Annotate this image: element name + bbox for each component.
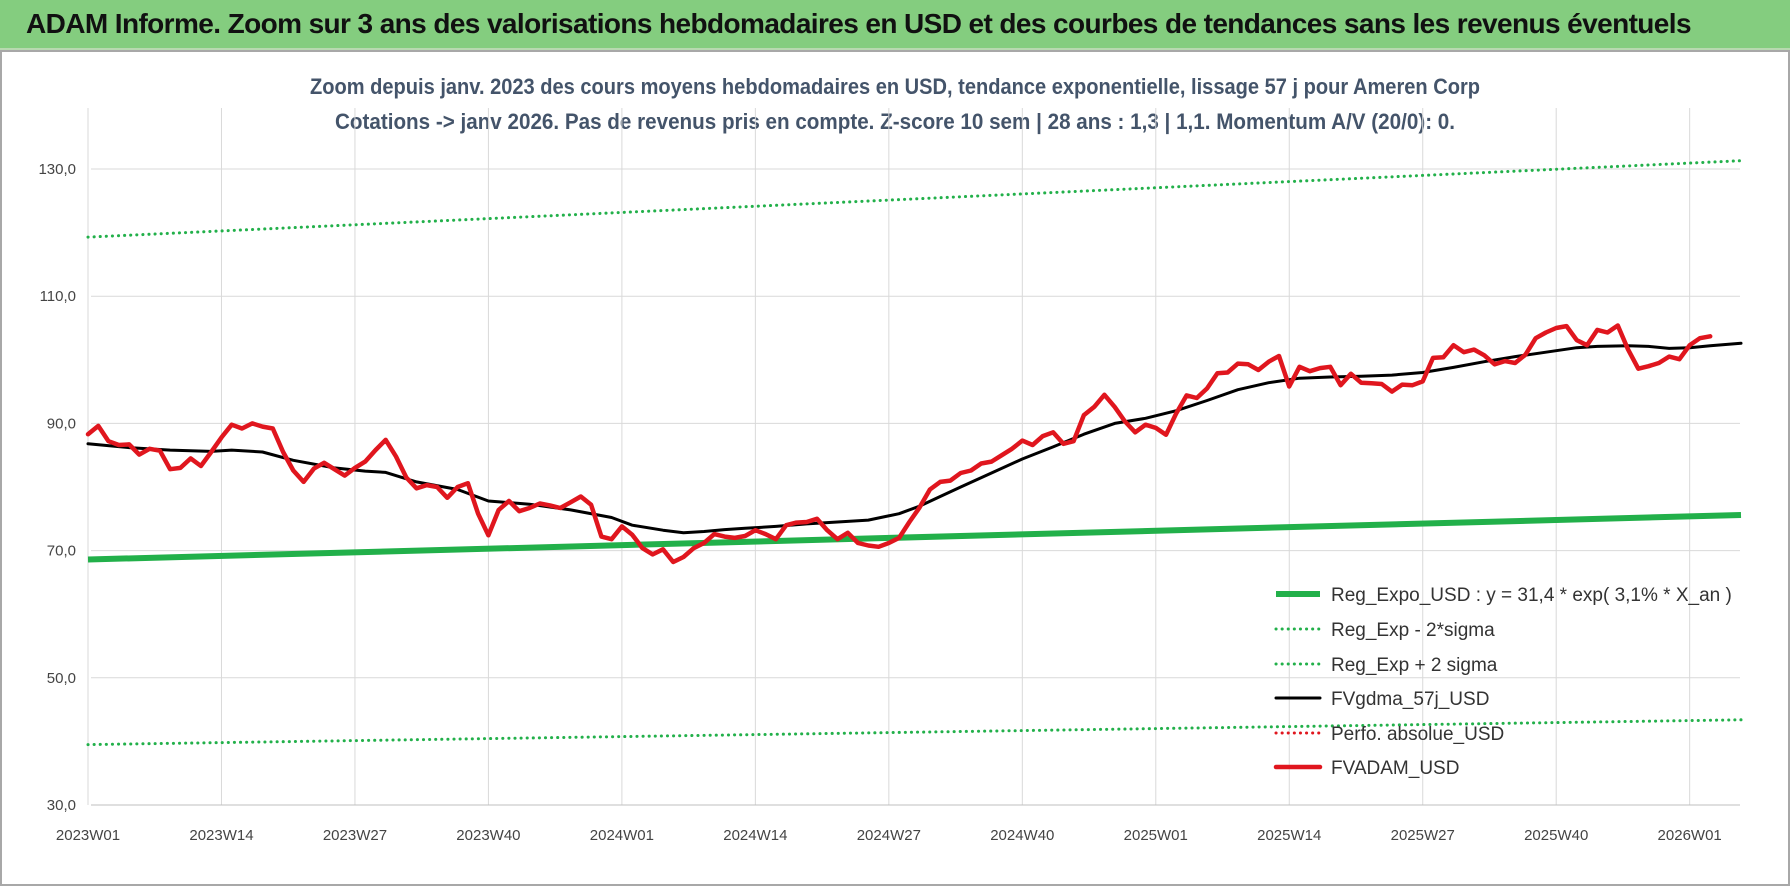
y-axis: 30,0 50,0 70,0 90,0 110,0 130,0	[38, 161, 76, 814]
series-line-adam	[85, 323, 1713, 565]
x-tick-label: 2024W01	[590, 827, 654, 844]
y-tick-label: 130,0	[38, 161, 76, 178]
x-tick-label: 2025W27	[1391, 827, 1455, 844]
x-tick-label: 2025W14	[1257, 827, 1321, 844]
legend-label-high: Reg_Exp + 2 sigma	[1331, 655, 1498, 676]
y-tick-label: 70,0	[47, 543, 76, 560]
series-line-fv	[86, 341, 1743, 535]
series-line-high	[86, 159, 1743, 239]
chart-title: Zoom depuis janv. 2023 des cours moyens …	[310, 74, 1480, 99]
y-tick-label: 30,0	[47, 797, 76, 814]
x-tick-label: 2024W14	[723, 827, 787, 844]
legend-label-perf: Perfo. absolue_USD	[1331, 724, 1504, 745]
x-tick-label: 2025W01	[1124, 827, 1188, 844]
y-tick-label: 50,0	[47, 670, 76, 687]
chart-grid	[87, 108, 1740, 806]
chart-series	[85, 159, 1743, 747]
report-banner-title: ADAM Informe. Zoom sur 3 ans des valoris…	[26, 8, 1692, 39]
y-tick-label: 90,0	[47, 415, 76, 432]
x-tick-label: 2023W27	[323, 827, 387, 844]
chart-subtitle: Cotations -> janv 2026. Pas de revenus p…	[335, 109, 1455, 134]
chart-legend: Reg_Expo_USD : y = 31,4 * exp( 3,1% * X_…	[1273, 585, 1732, 779]
series-line-low	[86, 718, 1743, 747]
x-tick-label: 2023W01	[56, 827, 120, 844]
x-tick-label: 2023W14	[189, 827, 253, 844]
report-banner: ADAM Informe. Zoom sur 3 ans des valoris…	[0, 0, 1790, 50]
legend-label-adam: FVADAM_USD	[1331, 758, 1459, 779]
x-tick-label: 2024W27	[857, 827, 921, 844]
x-tick-label: 2024W40	[990, 827, 1054, 844]
series-line-reg	[87, 512, 1742, 563]
chart-frame	[0, 50, 1790, 886]
legend-label-low: Reg_Exp - 2*sigma	[1331, 620, 1495, 641]
x-axis: 2023W01 2023W14 2023W27 2023W40 2024W01 2024W…	[56, 804, 1740, 844]
legend-label-fv: FVgdma_57j_USD	[1331, 689, 1489, 710]
legend-label-reg: Reg_Expo_USD : y = 31,4 * exp( 3,1% * X_…	[1331, 585, 1732, 606]
x-tick-label: 2023W40	[456, 827, 520, 844]
y-tick-label: 110,0	[40, 288, 76, 305]
x-tick-label: 2026W01	[1658, 827, 1722, 844]
x-tick-label: 2025W40	[1524, 827, 1588, 844]
